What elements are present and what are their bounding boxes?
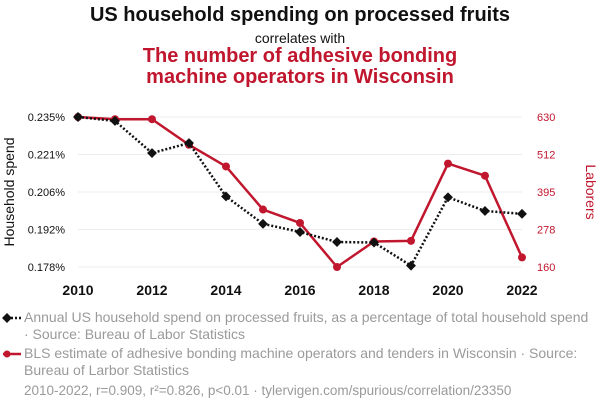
x-tick-label: 2020 [432, 282, 463, 298]
x-axis-ticks: 2010 2012 2014 2016 2018 2020 2022 [62, 282, 537, 298]
series-spend-point [443, 192, 453, 203]
left-tick-label: 0.192% [28, 225, 66, 237]
series-laborers-point [259, 205, 267, 214]
left-tick-label: 0.221% [28, 150, 66, 162]
series-spend-point [147, 148, 157, 159]
x-tick-label: 2018 [358, 282, 389, 298]
series-laborers-point [333, 263, 341, 271]
legend-item-2: BLS estimate of adhesive bonding machine… [24, 345, 578, 378]
title2-line2: machine operators in Wisconsin [146, 66, 454, 88]
x-tick-label: 2012 [136, 282, 167, 298]
right-axis-label: Laborers [583, 164, 599, 219]
right-tick-label: 395 [537, 187, 555, 199]
x-tick-label: 2016 [284, 282, 315, 298]
series-spend-point [110, 115, 120, 126]
x-tick-label: 2014 [210, 282, 241, 298]
x-tick-label: 2010 [62, 282, 93, 298]
chart-title: US household spending on processed fruit… [89, 4, 511, 26]
series-laborers-point [444, 159, 452, 168]
legend-marker-2 [3, 350, 21, 358]
right-tick-label: 278 [537, 225, 555, 237]
series-laborers-point [481, 171, 489, 180]
right-tick-label: 512 [537, 150, 555, 162]
series-spend-point [295, 227, 305, 237]
footer-stats: 2010-2022, r=0.909, r²=0.826, p<0.01 · t… [24, 383, 512, 398]
title2-line1: The number of adhesive bonding [142, 45, 458, 67]
chart-title-secondary: The number of adhesive bonding machine o… [0, 46, 600, 88]
left-axis-label: Household spend [1, 138, 17, 247]
series-spend-point [221, 191, 231, 202]
chart-subtitle: correlates with [254, 30, 346, 46]
gridlines [78, 116, 522, 268]
series-laborers-point [518, 253, 526, 262]
series-spend-point [369, 237, 379, 248]
legend-item-1: Annual US household spend on processed f… [24, 309, 589, 342]
series-spend-point [184, 138, 194, 149]
series-spend-point [517, 208, 527, 219]
series-laborers-point [296, 218, 304, 227]
right-tick-label: 630 [537, 112, 555, 124]
series-spend-point [73, 112, 83, 122]
series-spend-point [332, 237, 342, 247]
series-spend-point [258, 218, 268, 229]
right-axis-ticks: 160 278 395 512 630 [537, 112, 555, 274]
left-tick-label: 0.235% [28, 112, 66, 124]
left-axis-ticks: 0.178% 0.192% 0.206% 0.221% 0.235% [28, 112, 66, 274]
series-spend-point [480, 205, 490, 216]
series-spend-point [406, 260, 416, 271]
x-tick-label: 2022 [506, 282, 537, 298]
series-spend-line [77, 115, 523, 268]
series-laborers-point [407, 236, 415, 245]
series-laborers-point [148, 115, 156, 124]
series-laborers-point [222, 162, 230, 171]
legend-marker-1 [2, 313, 21, 323]
left-tick-label: 0.206% [28, 187, 66, 199]
right-tick-label: 160 [537, 262, 555, 274]
left-tick-label: 0.178% [28, 262, 66, 274]
series-layer [73, 112, 527, 271]
